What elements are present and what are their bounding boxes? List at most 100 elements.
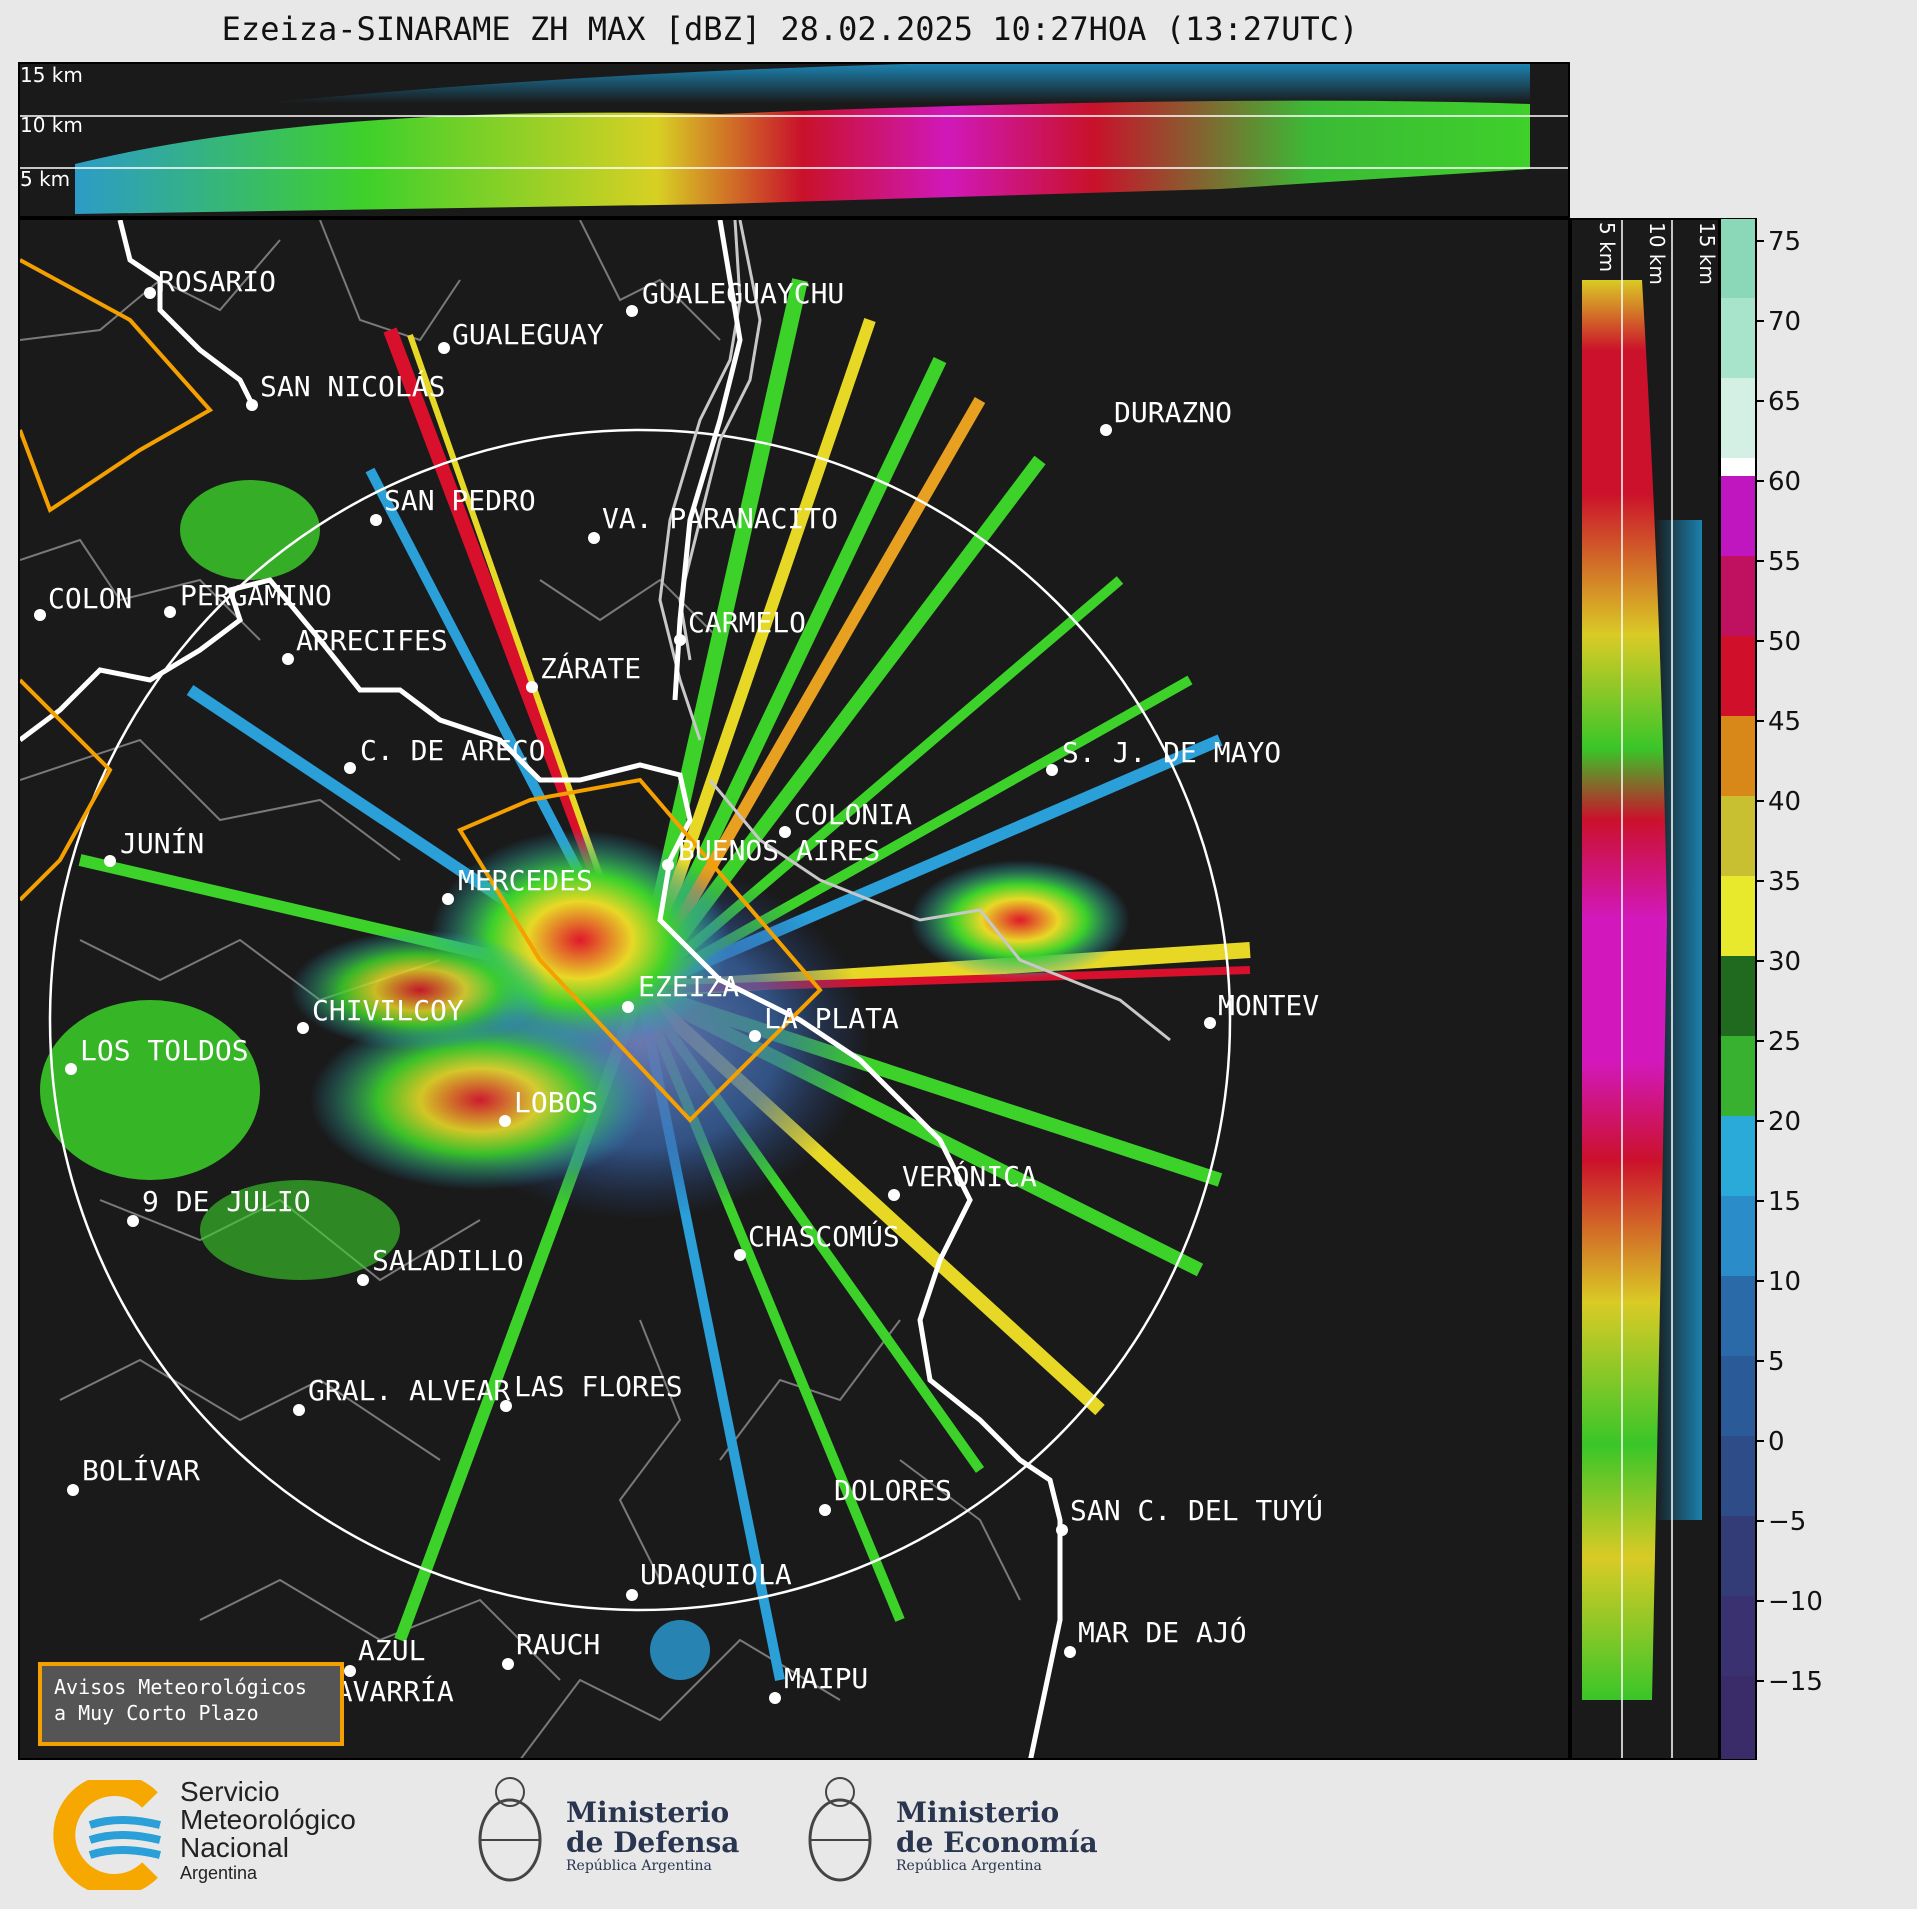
city-label-chivilcoy: CHIVILCOY: [312, 994, 464, 1027]
cbar-tick-minus10: −10: [1768, 1587, 1823, 1617]
warning-polygon-north: [20, 258, 214, 514]
cbar-tick-55: 55: [1768, 547, 1801, 577]
economia-logo-text: Ministerio de Economía República Argenti…: [896, 1796, 1098, 1875]
top-cross-section-panel: 15 km 10 km 5 km: [18, 62, 1570, 218]
echo-cell-colonia: [910, 860, 1130, 980]
city-label-durazno: DURAZNO: [1114, 396, 1232, 429]
city-label-dolores: DOLORES: [834, 1474, 952, 1507]
city-label-veronica: VERÓNICA: [902, 1159, 1037, 1193]
cbar-tick-70: 70: [1768, 307, 1801, 337]
city-label-mar-de-ajo: MAR DE AJÓ: [1078, 1615, 1247, 1649]
city-label-la-plata: LA PLATA: [764, 1002, 899, 1035]
city-label-zarate: ZÁRATE: [540, 651, 641, 685]
city-label-buenos-aires: BUENOS AIRES: [678, 834, 880, 867]
city-label-lobos: LOBOS: [514, 1086, 598, 1119]
colorbar-ticks: [1756, 240, 1764, 1682]
city-label-chascomus: CHASCOMÚS: [748, 1219, 900, 1253]
city-label-san-pedro: SAN PEDRO: [384, 484, 536, 517]
department-boundaries: [20, 220, 1021, 1758]
top-label-5km: 5 km: [20, 167, 70, 191]
side-cross-section-svg: 5 km 10 km 15 km: [1582, 220, 1719, 1758]
smn-line-3: Nacional: [180, 1832, 289, 1863]
cbar-tick-30: 30: [1768, 947, 1801, 977]
top-label-10km: 10 km: [20, 113, 83, 137]
top-label-15km: 15 km: [20, 64, 83, 87]
city-markers: ROSARIO GUALEGUAYCHU GUALEGUAY SAN NICOL…: [34, 265, 1323, 1716]
side-label-10km: 10 km: [1645, 222, 1669, 285]
echo-cell-los-toldos: [40, 1000, 260, 1180]
colorbar-frame: [1720, 218, 1757, 1760]
smn-line-4: Argentina: [180, 1863, 258, 1883]
top-cross-section-svg: 15 km 10 km 5 km: [20, 64, 1568, 214]
side-echo-core: [1582, 280, 1667, 1700]
city-label-saladillo: SALADILLO: [372, 1244, 524, 1277]
smn-logo-text: Servicio Meteorológico Nacional Argentin…: [180, 1778, 356, 1884]
colorbar: 75 70 65 60 55 50 45 40 35 30 25 20 15 1…: [1720, 218, 1823, 1760]
city-label-las-flores: LAS FLORES: [514, 1370, 683, 1403]
side-cross-section-panel: 5 km 10 km 15 km: [1570, 218, 1720, 1760]
cbar-tick-15: 15: [1768, 1187, 1801, 1217]
warning-polygon-west: [20, 678, 113, 902]
economia-seal-icon: [808, 1777, 872, 1882]
cbar-tick-40: 40: [1768, 787, 1801, 817]
city-label-arrecifes: ARRECIFES: [296, 624, 448, 657]
city-label-s-j-de-mayo: S. J. DE MAYO: [1062, 736, 1281, 769]
city-label-bolivar: BOLÍVAR: [82, 1453, 200, 1487]
cbar-tick-45: 45: [1768, 707, 1801, 737]
economia-line-3: República Argentina: [896, 1858, 1042, 1874]
colorbar-labels: 75 70 65 60 55 50 45 40 35 30 25 20 15 1…: [1768, 227, 1823, 1697]
city-label-c-de-areco: C. DE ARECO: [360, 734, 545, 767]
cbar-tick-0: 0: [1768, 1427, 1785, 1457]
cbar-tick-65: 65: [1768, 387, 1801, 417]
city-label-rauch: RAUCH: [516, 1628, 600, 1661]
cbar-tick-50: 50: [1768, 627, 1801, 657]
city-label-carmelo: CARMELO: [688, 606, 806, 639]
cbar-tick-minus5: −5: [1768, 1507, 1806, 1537]
defensa-seal-icon: [478, 1777, 542, 1882]
cbar-tick-10: 10: [1768, 1267, 1801, 1297]
cbar-tick-5: 5: [1768, 1347, 1785, 1377]
city-label-maipu: MAIPU: [784, 1662, 868, 1695]
city-label-va-paranacito: VA. PARANACITO: [602, 502, 838, 535]
page-title: Ezeiza-SINARAME ZH MAX [dBZ] 28.02.2025 …: [221, 10, 1359, 48]
smn-logo-icon: [53, 1780, 161, 1890]
radar-map-svg: ROSARIO GUALEGUAYCHU GUALEGUAY SAN NICOL…: [20, 220, 1323, 1758]
cbar-tick-20: 20: [1768, 1107, 1801, 1137]
radar-map-panel: ROSARIO GUALEGUAYCHU GUALEGUAY SAN NICOL…: [18, 218, 1570, 1760]
city-label-junin: JUNÍN: [120, 826, 204, 860]
range-ring: [48, 428, 1232, 1612]
defensa-logo-text: Ministerio de Defensa República Argentin…: [566, 1796, 740, 1875]
echo-cell-9-de-julio: [200, 1180, 400, 1280]
city-label-colonia: COLONIA: [794, 798, 912, 831]
cbar-tick-35: 35: [1768, 867, 1801, 897]
top-echo-core: [75, 100, 1530, 214]
warning-polygon-central: [457, 777, 823, 1123]
city-label-colon: COLON: [48, 582, 132, 615]
warning-line-1: Avisos Meteorológicos: [54, 1675, 307, 1699]
warning-line-2: a Muy Corto Plazo: [54, 1701, 259, 1725]
city-label-rosario: ROSARIO: [158, 265, 276, 298]
city-label-ezeiza: EZEIZA: [638, 970, 739, 1003]
coastline: [20, 220, 1063, 1758]
colorbar-bands: [1720, 218, 1756, 1760]
city-label-los-toldos: LOS TOLDOS: [80, 1034, 249, 1067]
city-label-9-de-julio: 9 DE JULIO: [142, 1185, 311, 1218]
defensa-line-2: de Defensa: [566, 1826, 740, 1859]
warning-button[interactable]: Avisos Meteorológicos a Muy Corto Plazo: [38, 1662, 344, 1746]
city-label-gualeguay: GUALEGUAY: [452, 318, 604, 351]
cbar-tick-25: 25: [1768, 1027, 1801, 1057]
city-label-san-nicolas: SAN NICOLÁS: [260, 369, 445, 403]
city-label-gualeguaychu: GUALEGUAYCHU: [642, 277, 844, 310]
defensa-line-3: República Argentina: [566, 1858, 712, 1874]
economia-line-1: Ministerio: [896, 1796, 1060, 1829]
city-label-montevideo: MONTEV: [1218, 989, 1319, 1022]
defensa-line-1: Ministerio: [566, 1796, 730, 1829]
city-label-san-c-del-tuyu: SAN C. DEL TUYÚ: [1070, 1493, 1323, 1527]
cbar-tick-minus15: −15: [1768, 1667, 1823, 1697]
echo-cell-lobos: [310, 1010, 650, 1190]
smn-line-2: Meteorológico: [180, 1804, 356, 1835]
city-label-gral-alvear: GRAL. ALVEAR: [308, 1374, 510, 1407]
smn-line-1: Servicio: [180, 1776, 280, 1807]
city-label-pergamino: PERGAMINO: [180, 579, 332, 612]
side-label-15km: 15 km: [1695, 222, 1719, 285]
